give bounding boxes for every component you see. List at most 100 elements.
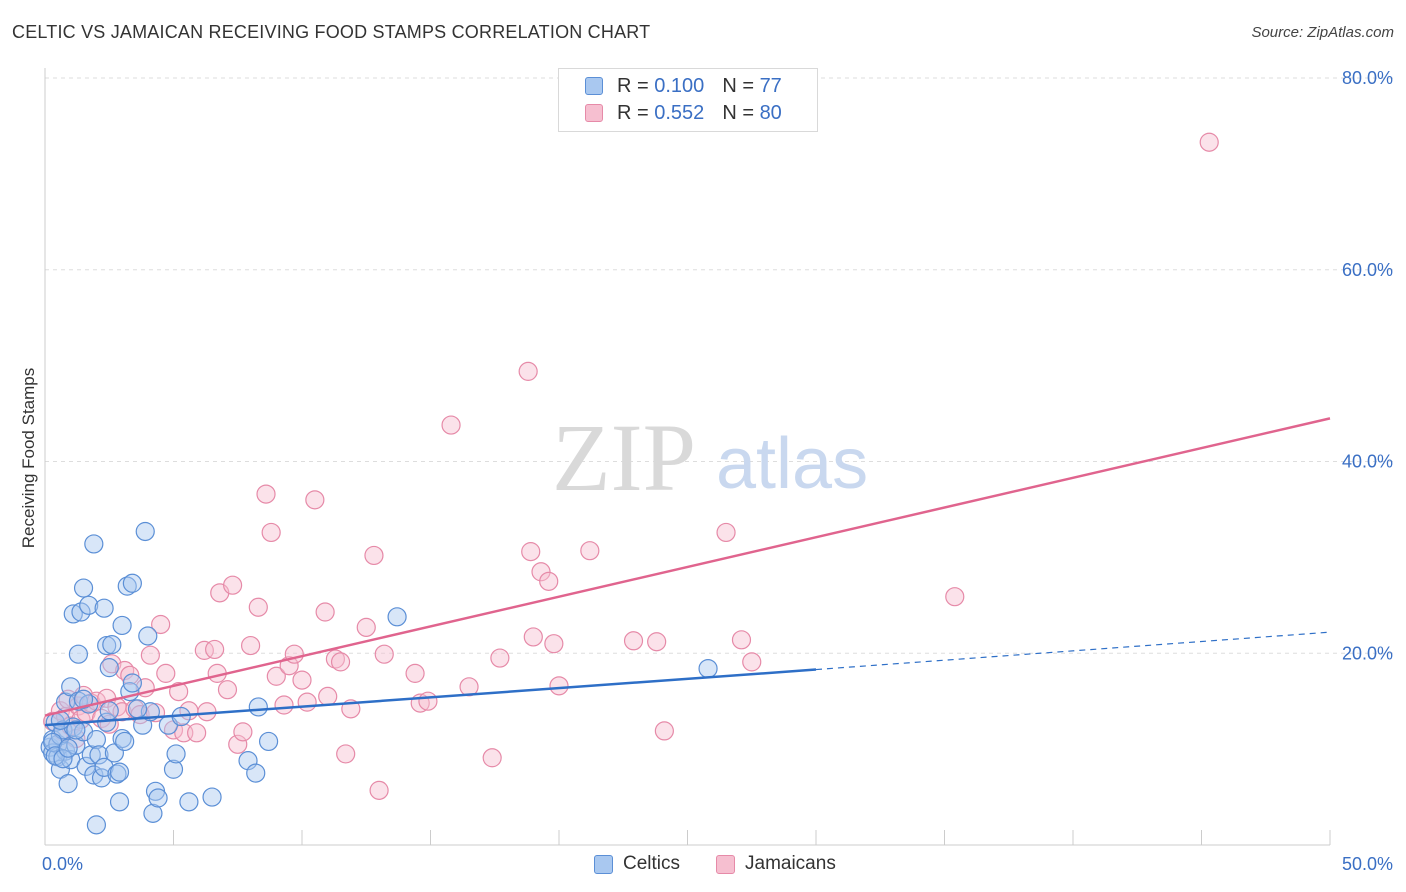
- jamaican-point: [1199, 132, 1219, 152]
- jamaican-point: [405, 663, 425, 683]
- jamaican-point: [647, 632, 667, 652]
- y-tick-label: 80.0%: [1342, 68, 1393, 88]
- celtic-point: [109, 792, 130, 812]
- celtic-point: [58, 774, 78, 794]
- y-tick-label: 20.0%: [1342, 643, 1393, 663]
- jamaican-point: [623, 631, 644, 651]
- legend-r-label: R =: [617, 74, 649, 97]
- jamaican-points: [43, 132, 1219, 800]
- y-tick-label: 60.0%: [1342, 260, 1393, 280]
- celtic-point: [166, 744, 186, 764]
- jamaican-point: [731, 630, 752, 650]
- jamaican-point: [120, 665, 140, 685]
- jamaican-point: [356, 617, 376, 637]
- celtic-point: [122, 573, 142, 593]
- celtic-point: [117, 576, 137, 596]
- trend-lines: [44, 417, 1331, 727]
- celtic-point: [163, 759, 184, 779]
- celtic-point: [246, 763, 266, 783]
- jamaican-point: [248, 597, 268, 617]
- celtic-point: [86, 815, 107, 835]
- celtics-legend-swatch: [594, 854, 613, 874]
- jamaican-point: [418, 691, 438, 711]
- celtics-legend-label: Celtics: [623, 853, 681, 874]
- celtic-point: [53, 749, 73, 769]
- jamaican-point: [305, 490, 325, 510]
- celtic-point: [73, 578, 94, 598]
- jamaicans-legend-label: Jamaicans: [745, 853, 836, 874]
- jamaican-point: [261, 522, 281, 543]
- jamaican-point: [523, 627, 543, 647]
- celtic-point: [71, 602, 91, 622]
- celtic-point: [135, 521, 155, 542]
- jamaican-point: [156, 663, 176, 683]
- jamaican-point: [945, 587, 965, 607]
- jamaican-point: [716, 522, 736, 543]
- celtic-point: [148, 788, 168, 808]
- grid-lines: [45, 77, 1395, 654]
- jamaican-point: [580, 541, 600, 561]
- jamaican-point: [544, 634, 564, 654]
- jamaican-point: [256, 484, 276, 504]
- jamaican-point: [330, 652, 351, 672]
- celtic-point: [127, 699, 148, 719]
- bottom-legend-jamaicans: Jamaicans: [716, 852, 836, 876]
- celtics-swatch: [585, 77, 603, 95]
- jamaican-point: [742, 652, 762, 672]
- celtic-trend-line: [44, 668, 817, 727]
- celtic-point: [84, 534, 104, 554]
- celtic-point: [387, 607, 407, 627]
- jamaican-point: [297, 692, 317, 712]
- celtic-point: [99, 701, 119, 721]
- celtic-point: [89, 745, 109, 765]
- legend-row-jamaicans: R = 0.552 N = 80: [585, 101, 782, 125]
- legend-n-value: 80: [759, 101, 782, 124]
- celtic-point: [86, 729, 107, 750]
- jamaican-point: [369, 780, 389, 800]
- celtic-points: [40, 521, 718, 835]
- jamaican-point: [549, 676, 569, 696]
- legend-n-value: 77: [759, 74, 782, 97]
- jamaican-point: [518, 361, 538, 381]
- jamaican-point: [325, 649, 346, 669]
- chart-title: CELTIC VS JAMAICAN RECEIVING FOOD STAMPS…: [12, 22, 651, 42]
- jamaican-point: [521, 542, 541, 562]
- jamaican-point: [374, 644, 394, 664]
- celtic-point: [68, 644, 89, 664]
- jamaican-point: [241, 635, 261, 656]
- jamaican-point: [292, 670, 312, 690]
- jamaicans-swatch: [585, 104, 603, 122]
- celtic-point: [138, 626, 158, 646]
- jamaican-point: [233, 722, 253, 742]
- legend-r-value: 0.100: [654, 74, 705, 97]
- jamaican-point: [91, 708, 112, 729]
- legend-r-value: 0.552: [654, 101, 705, 124]
- jamaican-point: [194, 640, 214, 660]
- jamaican-point: [223, 575, 243, 595]
- celtic-point: [202, 787, 222, 807]
- jamaican-point: [482, 748, 502, 768]
- celtic-point: [109, 762, 130, 782]
- celtic-point: [258, 731, 279, 752]
- celtic-point: [248, 697, 268, 717]
- jamaican-point: [318, 686, 338, 706]
- x-tick-label: 50.0%: [1342, 854, 1393, 874]
- jamaican-point: [169, 681, 189, 702]
- jamaican-point: [266, 666, 286, 686]
- jamaican-point: [274, 695, 294, 715]
- jamaican-point: [539, 571, 559, 591]
- watermark-zip: ZIP: [552, 404, 696, 511]
- celtic-trend-extension: [815, 631, 1331, 671]
- celtic-point: [102, 635, 122, 655]
- celtic-point: [63, 604, 83, 624]
- jamaican-point: [336, 744, 356, 764]
- celtic-point: [122, 673, 142, 693]
- legend-n-label: N =: [722, 101, 754, 124]
- y-tick-label: 40.0%: [1342, 452, 1393, 472]
- celtic-point: [99, 658, 119, 678]
- stats-legend: R = 0.100 N = 77 R = 0.552 N = 80: [558, 68, 818, 132]
- watermark-atlas: atlas: [716, 424, 868, 504]
- celtic-point: [79, 595, 99, 615]
- jamaican-point: [490, 648, 510, 668]
